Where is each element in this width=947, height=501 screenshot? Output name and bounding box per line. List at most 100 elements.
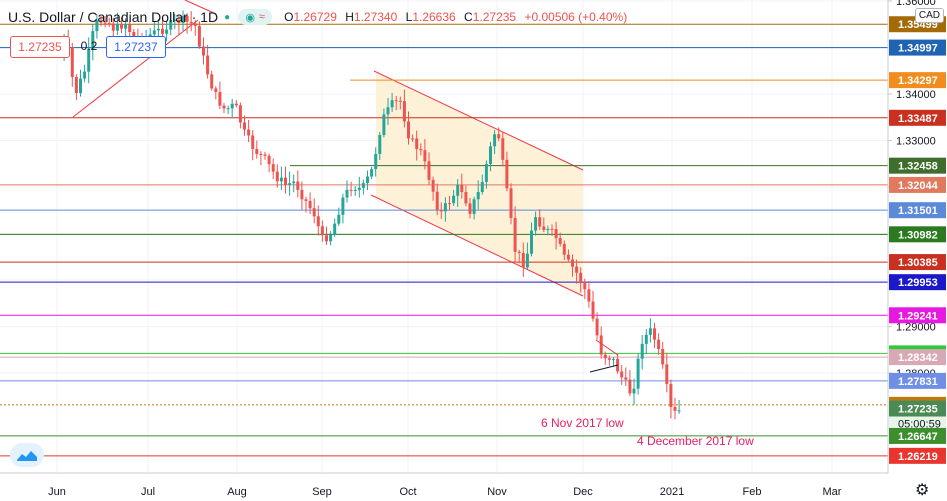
candle-body xyxy=(566,254,570,260)
gear-icon[interactable]: ⚙ xyxy=(915,482,930,499)
price-level-label: 1.26219 xyxy=(898,451,938,463)
candle-body xyxy=(173,19,177,21)
price-level-label: 1.34297 xyxy=(898,75,938,87)
candle-body xyxy=(202,46,205,56)
price-level-label-box xyxy=(889,109,946,126)
time-tick-label: 2021 xyxy=(660,486,684,498)
time-tick-label: Aug xyxy=(227,486,247,498)
open-label: O xyxy=(284,10,294,24)
price-level-label: 1.29953 xyxy=(898,277,938,289)
candle-body xyxy=(95,20,99,32)
candle-body xyxy=(107,22,111,24)
candle-body xyxy=(665,364,669,385)
price-level-label: 1.30982 xyxy=(898,229,938,241)
candle-body xyxy=(612,358,615,360)
candle-body xyxy=(407,121,410,139)
candle-body xyxy=(411,138,415,140)
candle-body xyxy=(554,229,558,239)
price-level-label-box xyxy=(889,447,946,464)
price-level-label-box xyxy=(889,39,946,56)
time-tick-label: Jul xyxy=(141,486,155,498)
price-level-label: 1.28342 xyxy=(898,352,938,364)
price-tick-label: 1.36000 xyxy=(896,0,936,8)
time-tick-label: Dec xyxy=(573,486,593,498)
candle-body xyxy=(562,243,566,255)
candle-body xyxy=(497,134,501,139)
candle-body xyxy=(169,20,173,30)
candle-body xyxy=(657,339,661,350)
tradingview-logo[interactable] xyxy=(10,443,44,467)
candle-body xyxy=(628,379,632,394)
candle-body xyxy=(443,203,447,212)
candle-body xyxy=(341,197,345,215)
candle-body xyxy=(181,16,185,23)
currency-badge[interactable]: CAD xyxy=(914,8,944,23)
candle-body xyxy=(669,384,673,407)
candle-body xyxy=(583,283,587,290)
candle-body xyxy=(251,135,255,149)
price-level-label: 1.27831 xyxy=(898,376,938,388)
candle-body xyxy=(398,100,402,102)
candle-body xyxy=(185,16,189,22)
candle-body xyxy=(238,105,242,123)
price-level-label: 1.30385 xyxy=(898,257,938,269)
high-label: H xyxy=(345,10,354,24)
trendline-drawings xyxy=(72,0,619,373)
approx-icon[interactable]: ≈ xyxy=(258,11,265,23)
candle-body xyxy=(111,23,115,31)
candle-body xyxy=(571,259,574,267)
cloud-icon xyxy=(17,451,37,461)
candle-body xyxy=(320,226,324,236)
price-level-label-box xyxy=(889,400,946,417)
candle-body xyxy=(575,266,579,273)
candle-body xyxy=(124,24,128,29)
candle-body xyxy=(74,77,78,94)
price-level-label-box xyxy=(889,254,946,271)
candle-body xyxy=(530,230,533,254)
time-tick-label: Nov xyxy=(487,486,507,498)
candle-body xyxy=(439,209,443,212)
price-level-label-box xyxy=(889,372,946,389)
spread-value: 0.2 xyxy=(80,39,98,53)
candle-body xyxy=(509,188,513,218)
price-level-label-box xyxy=(889,176,946,193)
candle-body xyxy=(419,148,423,151)
candle-body xyxy=(329,234,333,242)
candle-body xyxy=(521,252,525,268)
candle-body xyxy=(197,25,201,47)
change-value: +0.00506 (+0.40%) xyxy=(524,10,628,24)
candle-body xyxy=(415,138,419,149)
candle-body xyxy=(501,138,505,160)
candle-body xyxy=(579,272,583,284)
price-level-label-box xyxy=(889,226,946,243)
price-level-label: 1.29241 xyxy=(898,310,938,322)
candle-body xyxy=(525,253,529,268)
candle-body xyxy=(460,184,464,193)
candle-body xyxy=(476,192,480,200)
candle-body xyxy=(374,153,378,170)
countdown-box xyxy=(889,416,946,432)
channel-upper-line xyxy=(373,70,584,171)
candle-body xyxy=(165,29,169,34)
candle-body xyxy=(677,410,681,412)
candle-body xyxy=(636,358,640,389)
candle-body xyxy=(316,216,320,227)
candle-body xyxy=(259,153,263,155)
candle-body xyxy=(427,161,431,180)
candle-body xyxy=(288,183,292,185)
symbol-title[interactable]: U.S. Dollar / Canadian Dollar · 1D xyxy=(8,9,219,25)
sell-button[interactable]: 1.27235 xyxy=(10,36,70,58)
candle-body xyxy=(361,183,365,188)
ohlc-values: O1.26729 H1.27340 L1.26636 C1.27235 +0.0… xyxy=(284,10,627,24)
candle-body xyxy=(345,189,349,198)
candle-body xyxy=(210,74,214,89)
buy-button[interactable]: 1.27237 xyxy=(106,36,166,58)
annotation-6-nov-2017-low: 6 Nov 2017 low xyxy=(541,416,624,430)
chart-controls[interactable]: ◉ ≈ xyxy=(238,9,273,25)
eye-icon[interactable]: ◉ xyxy=(245,11,255,24)
candle-body xyxy=(271,164,275,172)
candle-body xyxy=(91,31,95,49)
close-value: 1.27235 xyxy=(472,10,517,24)
candle-body xyxy=(161,28,164,34)
